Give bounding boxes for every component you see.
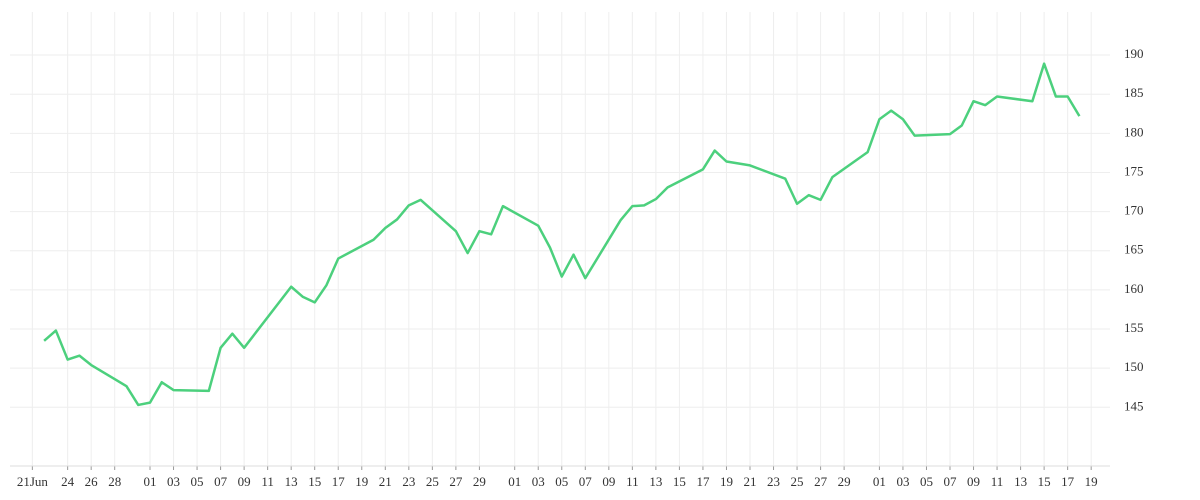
x-tick-label: 19 <box>720 474 733 489</box>
x-tick-label: 23 <box>402 474 415 489</box>
price-line <box>43 62 1081 407</box>
x-tick-label: 13 <box>649 474 662 489</box>
x-tick-label: 05 <box>191 474 204 489</box>
x-tick-label: 28 <box>108 474 121 489</box>
x-tick-label: 13 <box>285 474 298 489</box>
x-tick-label: 03 <box>532 474 545 489</box>
x-tick-label: 07 <box>944 474 958 489</box>
x-tick-label: 01 <box>873 474 886 489</box>
x-tick-label: 09 <box>602 474 615 489</box>
x-tick-label: 21 <box>744 474 757 489</box>
y-tick-label: 185 <box>1124 85 1144 100</box>
x-tick-label: 25 <box>791 474 804 489</box>
y-tick-label: 150 <box>1124 359 1144 374</box>
y-tick-label: 165 <box>1124 242 1144 257</box>
x-tick-label: 03 <box>896 474 909 489</box>
x-tick-label: 11 <box>261 474 274 489</box>
y-tick-label: 170 <box>1124 203 1144 218</box>
x-tick-label: 01 <box>508 474 521 489</box>
x-tick-label: 21 <box>379 474 392 489</box>
x-tick-label: 29 <box>473 474 486 489</box>
y-tick-label: 145 <box>1124 398 1144 413</box>
x-tick-label: 29 <box>838 474 851 489</box>
x-tick-label: 07 <box>579 474 593 489</box>
x-tick-label: 11 <box>991 474 1004 489</box>
x-tick-label: 11 <box>626 474 639 489</box>
y-tick-label: 160 <box>1124 281 1144 296</box>
x-tick-label: 05 <box>920 474 933 489</box>
x-tick-label: 17 <box>1061 474 1075 489</box>
x-tick-label: 24 <box>61 474 75 489</box>
x-tick-label: 13 <box>1014 474 1027 489</box>
x-tick-label: 23 <box>767 474 780 489</box>
x-tick-label: 05 <box>555 474 568 489</box>
x-tick-label: 15 <box>308 474 321 489</box>
x-tick-label: 27 <box>449 474 463 489</box>
x-tick-label: 19 <box>1085 474 1098 489</box>
x-tick-label: 26 <box>85 474 99 489</box>
x-tick-label: 17 <box>696 474 710 489</box>
x-tick-label: 19 <box>355 474 368 489</box>
y-tick-label: 155 <box>1124 320 1144 335</box>
x-tick-label: 09 <box>238 474 251 489</box>
y-tick-label: 190 <box>1124 46 1144 61</box>
x-tick-label: 25 <box>426 474 439 489</box>
x-tick-label: 03 <box>167 474 180 489</box>
x-tick-label: 15 <box>673 474 686 489</box>
x-tick-label: 15 <box>1038 474 1051 489</box>
x-tick-label: 17 <box>332 474 346 489</box>
x-tick-label: 27 <box>814 474 828 489</box>
x-tick-label: 01 <box>144 474 157 489</box>
x-tick-label: 07 <box>214 474 228 489</box>
x-tick-label: 21Jun <box>17 474 49 489</box>
y-tick-label: 180 <box>1124 124 1144 139</box>
x-tick-label: 09 <box>967 474 980 489</box>
y-tick-label: 175 <box>1124 163 1144 178</box>
